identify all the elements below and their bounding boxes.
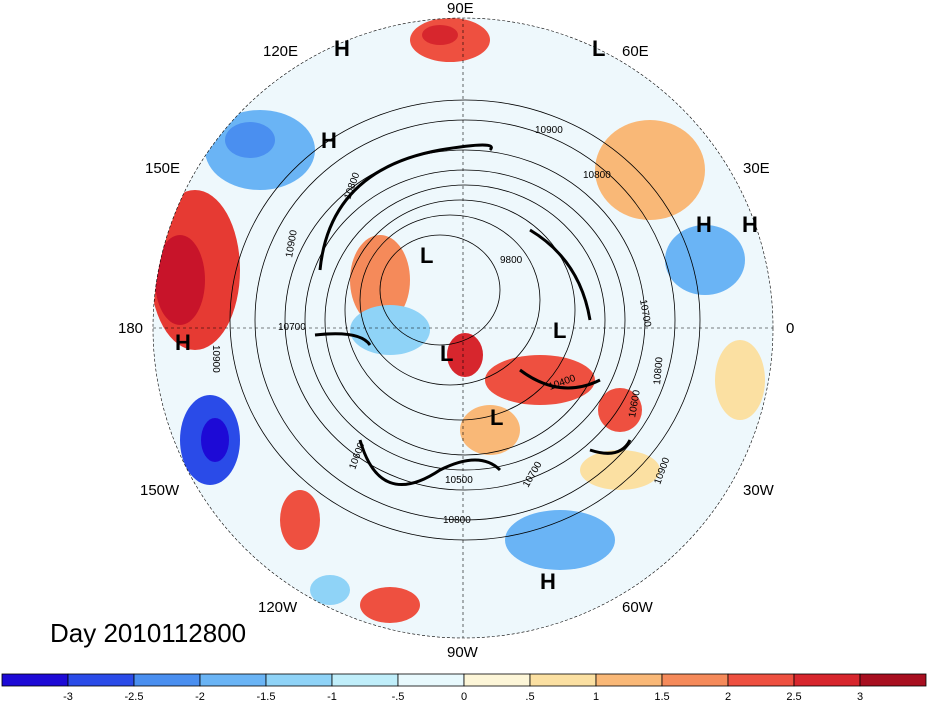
colorbar-box <box>727 673 795 687</box>
colorbar-boxes <box>1 673 927 687</box>
longitude-labels: 90E 60E 30E 0 30W 60W 90W 120W 150W 180 … <box>118 0 794 661</box>
colorbar-box <box>1 673 69 687</box>
contour-label: 10900 <box>284 229 300 259</box>
lon-label-150e: 150E <box>145 160 180 177</box>
contour-label: 10700 <box>278 322 306 333</box>
colorbar-box <box>397 673 465 687</box>
colorbar-box <box>529 673 597 687</box>
colorbar-tick-label: 3 <box>857 691 863 702</box>
contour-label: 10800 <box>583 170 611 181</box>
lon-label-0: 0 <box>786 320 794 337</box>
contour-label: 10700 <box>637 299 653 329</box>
contour-label: 10500 <box>445 475 473 486</box>
lon-label-60e: 60E <box>622 43 649 60</box>
lon-label-30e: 30E <box>743 160 770 177</box>
high-center: H <box>742 212 758 237</box>
high-center: H <box>334 36 350 61</box>
colorbar-tick-label: 1 <box>593 691 599 702</box>
low-center: L <box>553 318 566 343</box>
colorbar-tick-label: 1.5 <box>654 691 669 702</box>
lon-label-90w: 90W <box>447 644 479 661</box>
anomaly-field <box>153 18 773 638</box>
lon-label-180: 180 <box>118 320 143 337</box>
lon-label-30w: 30W <box>743 482 775 499</box>
low-center: L <box>490 405 503 430</box>
contour-label: 9800 <box>500 255 523 266</box>
colorbar-box <box>133 673 201 687</box>
polar-map: 90E 60E 30E 0 30W 60W 90W 120W 150W 180 … <box>118 0 794 661</box>
graticule <box>153 18 773 638</box>
low-center: L <box>420 243 433 268</box>
colorbar-box <box>793 673 861 687</box>
high-center: H <box>175 330 191 355</box>
colorbar-tick-label: -2.5 <box>125 691 144 702</box>
contour-label: 10800 <box>652 356 665 385</box>
lon-label-150w: 150W <box>140 482 180 499</box>
pressure-centers: H H H H H H L L L L L <box>175 36 758 594</box>
low-center: L <box>440 341 453 366</box>
colorbar-box <box>661 673 729 687</box>
lon-label-60w: 60W <box>622 599 654 616</box>
colorbar-box <box>595 673 663 687</box>
colorbar-tick-label: 2 <box>725 691 731 702</box>
contour-label: 10900 <box>535 125 563 136</box>
lon-label-120e: 120E <box>263 43 298 60</box>
colorbar: -3 -2.5 -2 -1.5 -1 -.5 0 .5 1 1.5 2 2.5 3 <box>1 673 927 702</box>
colorbar-tick-label: -.5 <box>392 691 405 702</box>
colorbar-box <box>463 673 531 687</box>
colorbar-box <box>67 673 135 687</box>
high-center: H <box>540 569 556 594</box>
colorbar-box <box>331 673 399 687</box>
colorbar-box <box>265 673 333 687</box>
colorbar-tick-label: 0 <box>461 691 467 702</box>
contour-label: 10800 <box>443 515 471 526</box>
low-center: L <box>592 36 605 61</box>
contour-label: 10900 <box>210 345 221 373</box>
colorbar-tick-label: -1.5 <box>257 691 276 702</box>
colorbar-box <box>859 673 927 687</box>
colorbar-tick-label: -2 <box>195 691 205 702</box>
colorbar-box <box>199 673 267 687</box>
contour-label: 10600 <box>627 389 643 419</box>
lon-label-90e: 90E <box>447 0 474 17</box>
colorbar-tick-labels: -3 -2.5 -2 -1.5 -1 -.5 0 .5 1 1.5 2 2.5 3 <box>63 691 863 702</box>
colorbar-tick-label: -1 <box>327 691 337 702</box>
colorbar-tick-label: -3 <box>63 691 73 702</box>
day-title: Day 2010112800 <box>50 618 247 648</box>
high-center: H <box>321 128 337 153</box>
colorbar-tick-label: 2.5 <box>786 691 801 702</box>
colorbar-tick-label: .5 <box>525 691 534 702</box>
lon-label-120w: 120W <box>258 599 298 616</box>
high-center: H <box>696 212 712 237</box>
